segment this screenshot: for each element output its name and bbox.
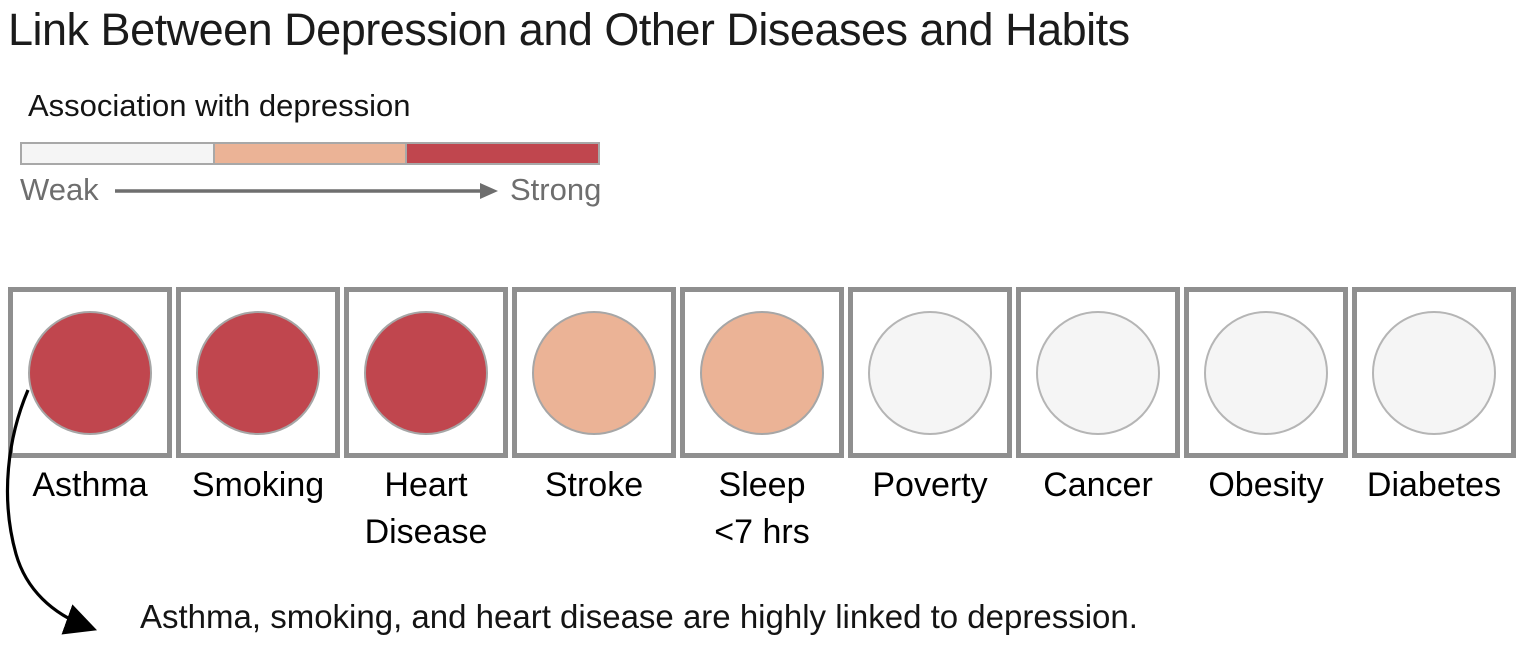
legend-segment-weak	[20, 142, 215, 165]
category-label-sleep: Sleep <7 hrs	[714, 466, 810, 551]
grid-cell-poverty	[848, 287, 1012, 458]
association-circle-poverty	[868, 310, 992, 435]
association-circle-stroke	[532, 310, 656, 435]
grid-cell-sleep	[680, 287, 844, 458]
category-label-heart-disease: Heart Disease	[364, 466, 488, 551]
category-label-obesity: Obesity	[1208, 466, 1324, 504]
association-grid	[8, 287, 1516, 458]
category-labels-row: Asthma Smoking Heart Disease Stroke Slee…	[8, 462, 1516, 556]
association-circle-obesity	[1204, 310, 1328, 435]
grid-cell-asthma	[8, 287, 172, 458]
legend-title: Association with depression	[28, 88, 411, 123]
category-label-stroke: Stroke	[544, 466, 644, 504]
weak-to-strong-arrow-icon	[115, 183, 498, 199]
association-circle-sleep	[700, 310, 824, 435]
grid-cell-cancer	[1016, 287, 1180, 458]
annotation-callout-arrow-icon	[5, 389, 98, 635]
legend-weak-label: Weak	[20, 172, 99, 207]
category-label-diabetes: Diabetes	[1366, 466, 1502, 504]
association-circle-heart-disease	[364, 310, 488, 435]
association-circle-diabetes	[1372, 310, 1496, 435]
category-label-poverty: Poverty	[872, 466, 988, 504]
legend-color-scale	[20, 142, 601, 165]
grid-cell-stroke	[512, 287, 676, 458]
page-title: Link Between Depression and Other Diseas…	[8, 4, 1130, 55]
category-label-cancer: Cancer	[1043, 466, 1153, 504]
association-circle-asthma	[28, 310, 152, 435]
grid-cell-obesity	[1184, 287, 1348, 458]
grid-cell-diabetes	[1352, 287, 1516, 458]
grid-cell-smoking	[176, 287, 340, 458]
category-label-smoking: Smoking	[191, 466, 325, 504]
legend-segment-moderate	[212, 142, 408, 165]
category-label-asthma: Asthma	[32, 466, 148, 504]
legend-strong-label: Strong	[510, 172, 602, 207]
legend-segment-strong	[405, 142, 601, 165]
grid-cell-heart-disease	[344, 287, 508, 458]
annotation-text: Asthma, smoking, and heart disease are h…	[140, 598, 1138, 635]
association-circle-smoking	[196, 310, 320, 435]
association-circle-cancer	[1036, 310, 1160, 435]
